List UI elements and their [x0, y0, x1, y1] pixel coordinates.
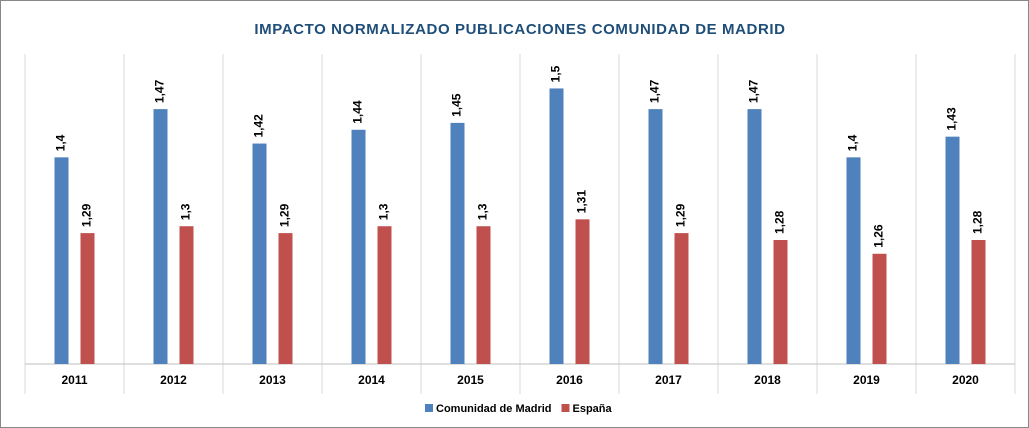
x-tick-label: 2012: [160, 373, 187, 387]
x-tick-label: 2019: [853, 373, 880, 387]
x-tick-label: 2020: [952, 373, 979, 387]
value-label: 1,29: [674, 203, 688, 227]
value-label: 1,4: [846, 134, 860, 151]
x-tick-label: 2015: [457, 373, 484, 387]
value-label: 1,31: [575, 190, 589, 214]
value-label: 1,28: [773, 210, 787, 234]
value-label: 1,28: [971, 210, 985, 234]
bar: [549, 88, 564, 364]
bar: [747, 109, 762, 364]
value-label: 1,26: [872, 224, 886, 248]
legend-label: Comunidad de Madrid: [436, 403, 552, 415]
chart-title: IMPACTO NORMALIZADO PUBLICACIONES COMUNI…: [254, 21, 785, 38]
legend-swatch: [561, 404, 570, 412]
value-label: 1,4: [54, 134, 68, 151]
legend-label: España: [573, 403, 613, 415]
value-label: 1,44: [351, 100, 365, 124]
bar: [351, 129, 366, 364]
bar: [54, 157, 69, 364]
value-label: 1,29: [278, 203, 292, 227]
bar: [252, 143, 267, 364]
value-label: 1,3: [476, 203, 490, 220]
bar: [179, 226, 194, 364]
x-tick-label: 2016: [556, 373, 583, 387]
bar: [153, 109, 168, 364]
value-label: 1,47: [648, 79, 662, 103]
value-label: 1,43: [945, 107, 959, 131]
bar: [773, 240, 788, 364]
bar: [377, 226, 392, 364]
bar: [476, 226, 491, 364]
bar: [80, 233, 95, 364]
bar: [450, 122, 465, 364]
value-label: 1,3: [179, 203, 193, 220]
value-label: 1,47: [153, 79, 167, 103]
bar: [278, 233, 293, 364]
bar: [872, 253, 887, 364]
bar: [575, 219, 590, 364]
value-label: 1,3: [377, 203, 391, 220]
value-label: 1,29: [80, 203, 94, 227]
bar: [648, 109, 663, 364]
x-tick-label: 2017: [655, 373, 682, 387]
bar: [945, 136, 960, 364]
bar: [674, 233, 689, 364]
value-label: 1,42: [252, 114, 266, 138]
value-label: 1,45: [450, 93, 464, 117]
x-tick-label: 2011: [61, 373, 87, 387]
value-label: 1,5: [549, 65, 563, 82]
legend-swatch: [425, 404, 433, 412]
x-tick-label: 2014: [358, 373, 385, 387]
value-label: 1,47: [747, 79, 761, 103]
x-tick-label: 2018: [754, 373, 781, 387]
x-tick-label: 2013: [259, 373, 286, 387]
bar: [846, 157, 861, 364]
bar: [971, 240, 986, 364]
